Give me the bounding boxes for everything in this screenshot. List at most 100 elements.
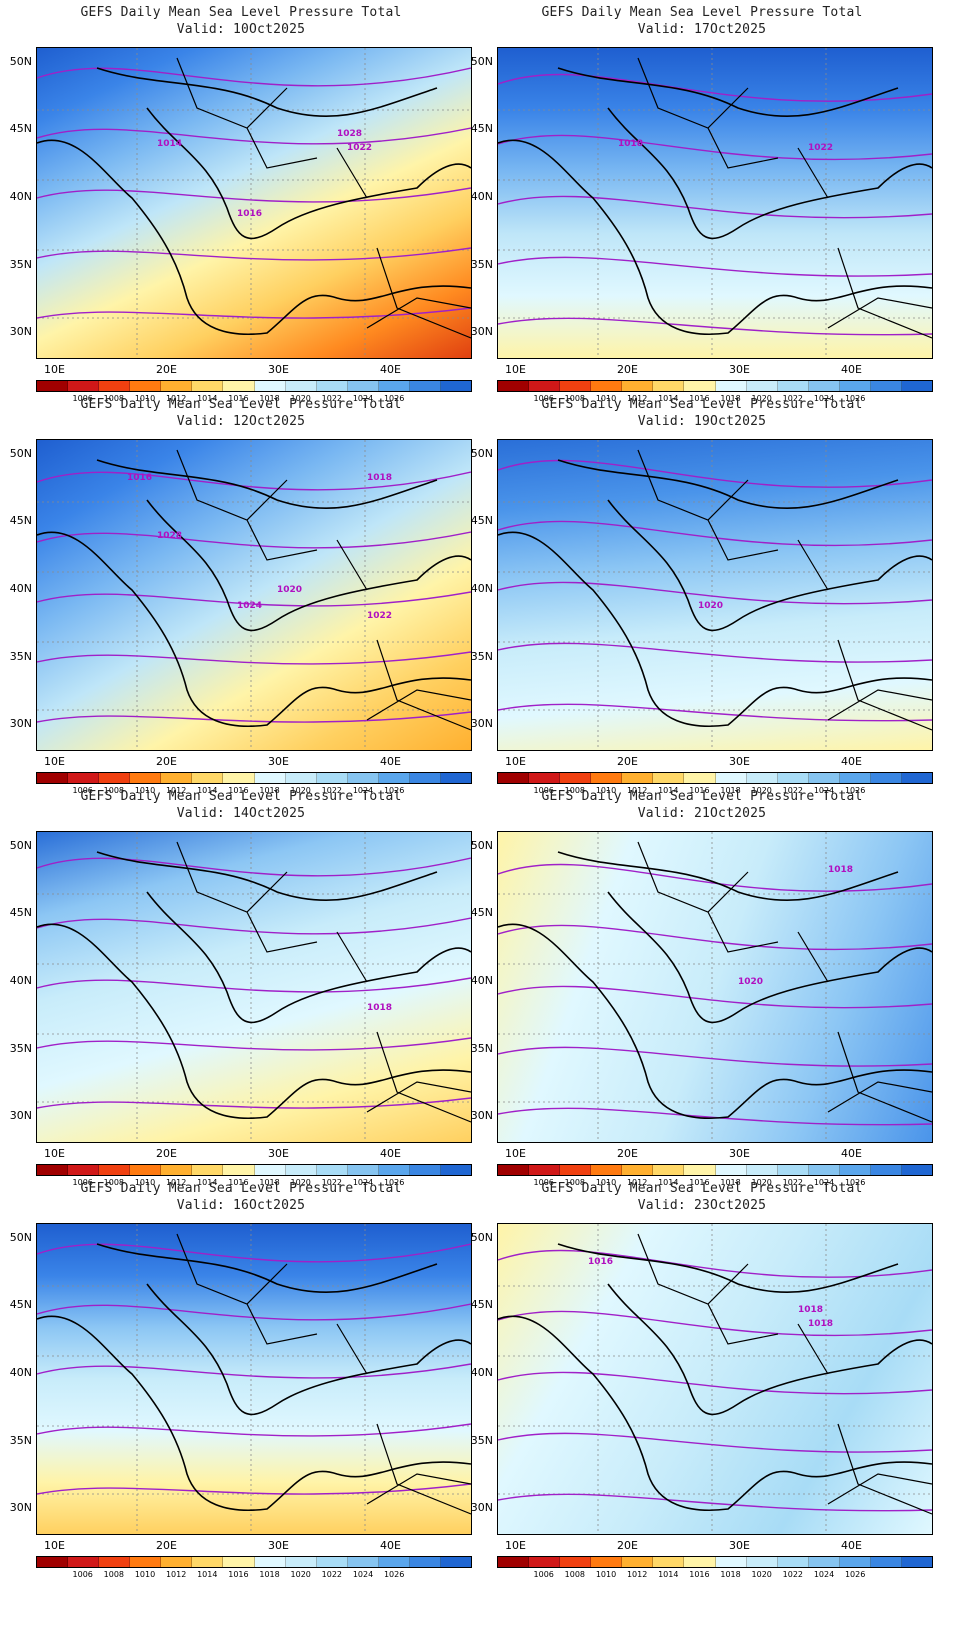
lat-tick-label: 30N	[470, 717, 493, 730]
lat-tick-label: 50N	[470, 1231, 493, 1244]
colorbar-swatch	[529, 1165, 561, 1175]
colorbar-swatch	[99, 773, 131, 783]
colorbar-swatch	[409, 1165, 442, 1175]
lon-tick-label: 10E	[44, 363, 65, 376]
pressure-map: 1022 1018	[497, 47, 933, 359]
lat-tick-label: 40N	[470, 582, 493, 595]
map-overlay	[37, 1224, 471, 1534]
country-borders	[637, 57, 932, 339]
colorbar-swatch	[161, 773, 193, 783]
colorbar-swatch	[715, 381, 747, 391]
map-overlay: 1018	[37, 832, 471, 1142]
lon-tick-label: 30E	[268, 363, 289, 376]
colorbar-label: 1016	[689, 786, 710, 795]
colorbar-label: 1010	[595, 1570, 617, 1579]
lon-tick-label: 10E	[505, 755, 526, 768]
colorbar-swatch	[378, 381, 410, 391]
colorbar-label: 1026	[844, 786, 866, 795]
colorbar-swatch	[839, 1165, 871, 1175]
lat-tick-label: 30N	[9, 1109, 32, 1122]
lat-tick-label: 35N	[470, 650, 493, 663]
contour-label: 1016	[588, 1257, 613, 1267]
colorbar-swatch	[870, 773, 903, 783]
lon-tick-label: 10E	[505, 363, 526, 376]
coastline	[498, 851, 932, 1120]
colorbar-swatch	[653, 1557, 685, 1567]
lat-tick-label: 40N	[9, 974, 32, 987]
colorbar-label: 1012	[165, 786, 187, 795]
colorbar-swatch	[68, 1165, 100, 1175]
lon-tick-label: 30E	[729, 755, 750, 768]
map-panel: GEFS Daily Mean Sea Level Pressure Total…	[0, 0, 482, 410]
colorbar-label: 1018	[720, 1570, 741, 1579]
lat-tick-label: 35N	[9, 258, 32, 271]
colorbar-label: 1006	[533, 786, 554, 795]
colorbar-swatch	[161, 1165, 193, 1175]
isobar-contour	[498, 1432, 932, 1453]
colorbar-swatch	[498, 1557, 530, 1567]
lon-tick-label: 30E	[729, 363, 750, 376]
coastline	[37, 459, 471, 728]
colorbar-swatch	[808, 1557, 840, 1567]
colorbar-swatch	[409, 773, 442, 783]
colorbar-label: 1026	[383, 786, 405, 795]
colorbar-swatch	[529, 773, 561, 783]
isobar-contour	[498, 317, 932, 336]
isobar-contour	[498, 459, 932, 488]
lon-tick-label: 20E	[617, 363, 638, 376]
lat-tick-label: 50N	[470, 839, 493, 852]
colorbar-label: 1018	[259, 786, 280, 795]
colorbar-swatch	[316, 1165, 348, 1175]
map-panel: GEFS Daily Mean Sea Level Pressure Total…	[461, 1176, 943, 1586]
contour-label: 1018	[828, 865, 853, 875]
colorbar-swatch	[37, 381, 69, 391]
colorbar-swatch	[378, 773, 410, 783]
colorbar-swatch	[254, 1557, 286, 1567]
contour-label: 1018	[618, 139, 643, 149]
colorbar-label: 1014	[658, 786, 679, 795]
colorbar-swatch	[870, 1557, 903, 1567]
colorbar-swatch	[223, 773, 255, 783]
colorbar-swatch	[130, 1557, 162, 1567]
colorbar-label: 1014	[197, 1570, 218, 1579]
colorbar-swatch	[560, 773, 592, 783]
colorbar-swatch	[223, 1165, 255, 1175]
colorbar-swatch	[746, 381, 778, 391]
lat-tick-label: 45N	[470, 1298, 493, 1311]
contour-label: 1022	[367, 611, 392, 621]
lon-tick-label: 40E	[841, 755, 862, 768]
colorbar-label: 1022	[782, 1570, 804, 1579]
isobar-contour	[498, 985, 932, 1009]
lon-tick-label: 20E	[617, 1539, 638, 1552]
colorbar-swatch	[684, 381, 716, 391]
isobar-contour	[37, 247, 471, 261]
colorbar-swatch	[622, 1165, 654, 1175]
colorbar-swatch	[870, 381, 903, 391]
colorbar-label: 1018	[720, 1178, 741, 1187]
colorbar-swatch	[684, 773, 716, 783]
panel-valid-date: Valid: 19Oct2025	[637, 414, 767, 429]
colorbar-swatch	[653, 773, 685, 783]
map-overlay: 1028 1024 1022 1020 1018 1016	[37, 440, 471, 750]
lon-tick-label: 10E	[44, 755, 65, 768]
colorbar-label: 1010	[134, 394, 156, 403]
isobar-contour	[37, 1097, 471, 1109]
isobar-contour	[498, 134, 932, 161]
lat-tick-label: 45N	[9, 122, 32, 135]
lon-tick-label: 40E	[841, 1147, 862, 1160]
colorbar-swatch	[684, 1557, 716, 1567]
lat-tick-label: 40N	[470, 190, 493, 203]
lat-tick-label: 35N	[9, 1434, 32, 1447]
colorbar-swatch	[192, 381, 224, 391]
colorbar-swatch	[839, 1557, 871, 1567]
colorbar-swatch	[622, 773, 654, 783]
lat-tick-label: 35N	[470, 1434, 493, 1447]
colorbar-swatch	[560, 1557, 592, 1567]
colorbar-swatch	[192, 1165, 224, 1175]
map-panel: GEFS Daily Mean Sea Level Pressure Total…	[461, 392, 943, 802]
colorbar-label: 1026	[844, 1570, 866, 1579]
lon-tick-label: 20E	[156, 363, 177, 376]
colorbar-swatch	[130, 773, 162, 783]
colorbar-label: 1016	[228, 1570, 249, 1579]
